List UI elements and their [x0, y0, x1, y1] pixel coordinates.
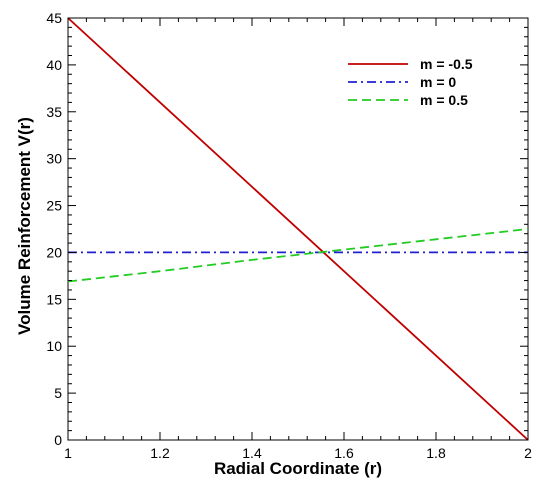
legend-label: m = 0: [420, 74, 456, 90]
x-tick-label: 1.2: [150, 445, 170, 461]
legend-label: m = 0.5: [420, 92, 468, 108]
y-tick-label: 10: [46, 338, 62, 354]
y-tick-label: 30: [46, 151, 62, 167]
y-tick-label: 20: [46, 244, 62, 260]
legend-label: m = -0.5: [420, 56, 473, 72]
y-tick-label: 15: [46, 291, 62, 307]
y-tick-label: 40: [46, 57, 62, 73]
y-axis-title: Volume Reinforcement V(r): [15, 117, 34, 335]
y-tick-label: 45: [46, 10, 62, 26]
x-tick-label: 1.6: [334, 445, 354, 461]
y-tick-label: 25: [46, 198, 62, 214]
x-axis-title: Radial Coordinate (r): [214, 459, 382, 478]
series-line-1: [67, 17, 529, 441]
x-tick-label: 1.4: [242, 445, 262, 461]
series-line-3: [67, 228, 529, 283]
x-tick-label: 1: [64, 445, 72, 461]
y-tick-label: 0: [54, 432, 62, 448]
x-tick-label: 2: [524, 445, 532, 461]
x-tick-label: 1.8: [426, 445, 446, 461]
y-tick-label: 35: [46, 104, 62, 120]
y-tick-label: 5: [54, 385, 62, 401]
